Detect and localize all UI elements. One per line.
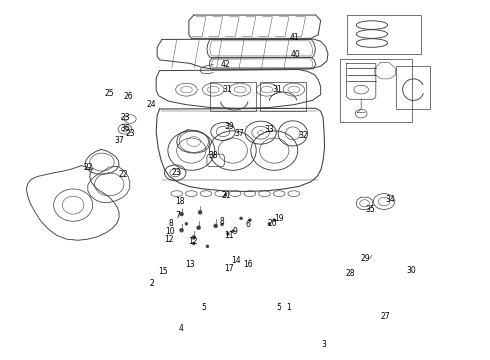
- Ellipse shape: [220, 223, 223, 226]
- Ellipse shape: [185, 222, 188, 225]
- Ellipse shape: [214, 224, 218, 228]
- Ellipse shape: [198, 210, 202, 214]
- Ellipse shape: [240, 217, 243, 220]
- Text: 38: 38: [208, 152, 218, 161]
- Text: 37: 37: [234, 129, 244, 138]
- Text: 23: 23: [120, 113, 130, 122]
- Text: 37: 37: [114, 136, 124, 145]
- Text: 12: 12: [188, 237, 197, 246]
- Text: 27: 27: [381, 312, 391, 321]
- Text: 32: 32: [299, 131, 308, 140]
- Text: 23: 23: [125, 129, 135, 138]
- Text: 8: 8: [169, 219, 173, 228]
- Text: 25: 25: [104, 89, 114, 98]
- Ellipse shape: [196, 226, 200, 230]
- Text: 41: 41: [290, 33, 299, 42]
- Text: 31: 31: [272, 85, 282, 94]
- Text: 2: 2: [150, 279, 155, 288]
- Text: 3: 3: [321, 340, 326, 349]
- Bar: [346, 15, 421, 54]
- Text: 35: 35: [366, 204, 375, 213]
- Ellipse shape: [179, 228, 184, 232]
- Text: 39: 39: [224, 122, 234, 131]
- Bar: [260, 82, 306, 111]
- Ellipse shape: [192, 242, 195, 245]
- Bar: [210, 82, 256, 111]
- Ellipse shape: [273, 219, 276, 222]
- Bar: [396, 66, 431, 109]
- Text: 19: 19: [274, 214, 284, 223]
- Text: 29: 29: [361, 254, 370, 263]
- Text: 21: 21: [221, 190, 231, 199]
- Text: 7: 7: [175, 211, 180, 220]
- Text: 16: 16: [243, 261, 253, 270]
- Text: 23: 23: [172, 168, 181, 177]
- Ellipse shape: [248, 219, 251, 222]
- Text: 11: 11: [224, 231, 234, 240]
- Text: 4: 4: [179, 324, 184, 333]
- Text: 6: 6: [246, 220, 251, 229]
- Text: 30: 30: [406, 266, 416, 275]
- Text: 22: 22: [83, 163, 93, 172]
- Ellipse shape: [231, 230, 234, 233]
- Text: 9: 9: [233, 227, 238, 236]
- Text: 33: 33: [265, 125, 274, 134]
- Ellipse shape: [179, 212, 184, 216]
- Text: 22: 22: [119, 170, 128, 179]
- Text: 1: 1: [287, 303, 291, 312]
- Text: 12: 12: [165, 235, 174, 244]
- Text: 5: 5: [201, 303, 206, 312]
- Ellipse shape: [224, 194, 227, 197]
- Text: 8: 8: [219, 217, 224, 226]
- Text: 36: 36: [120, 123, 130, 132]
- Text: 24: 24: [147, 100, 156, 109]
- Text: 13: 13: [185, 260, 195, 269]
- Text: 5: 5: [277, 303, 282, 312]
- Text: 31: 31: [222, 85, 232, 94]
- Text: 14: 14: [231, 256, 241, 265]
- Text: 28: 28: [345, 269, 355, 278]
- Ellipse shape: [206, 245, 209, 248]
- Text: 20: 20: [267, 219, 277, 228]
- Ellipse shape: [226, 232, 229, 235]
- Text: 17: 17: [224, 265, 234, 274]
- Text: 10: 10: [166, 227, 175, 236]
- Ellipse shape: [268, 222, 271, 225]
- Text: 15: 15: [159, 267, 168, 276]
- Text: 42: 42: [220, 60, 230, 69]
- Text: 26: 26: [123, 92, 133, 101]
- Text: 18: 18: [175, 197, 185, 206]
- Ellipse shape: [192, 235, 196, 239]
- Text: 40: 40: [291, 50, 301, 59]
- Bar: [340, 59, 413, 122]
- Text: 34: 34: [386, 195, 395, 204]
